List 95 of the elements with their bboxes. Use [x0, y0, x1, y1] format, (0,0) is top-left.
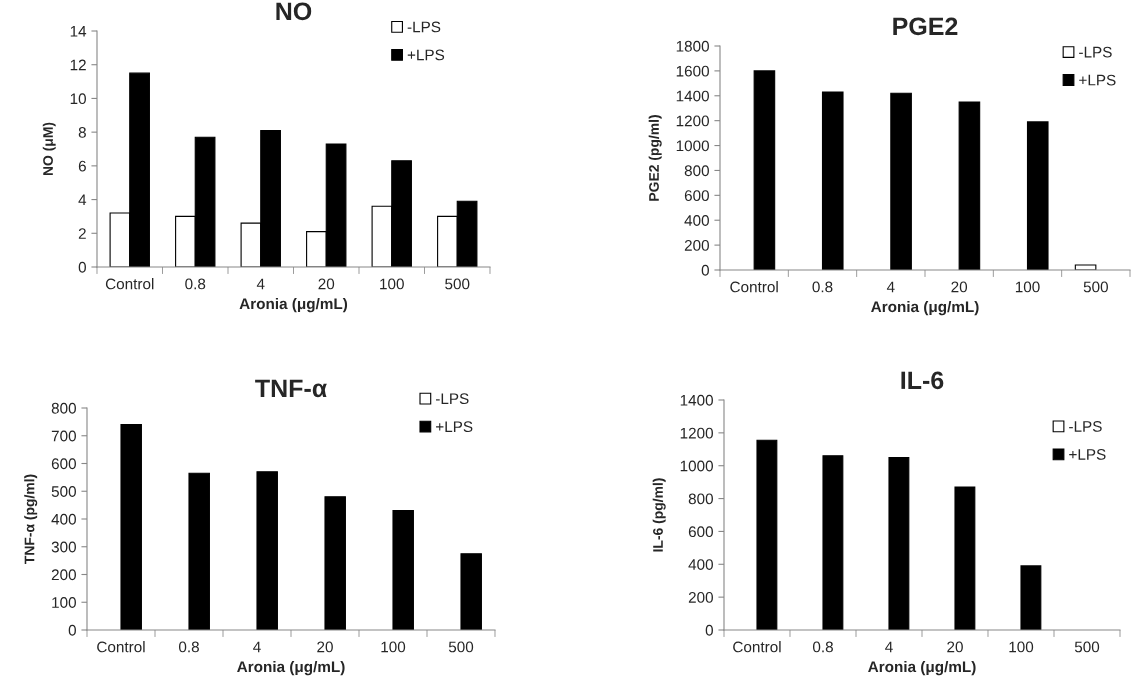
- chart-title: IL-6: [901, 371, 944, 390]
- y-axis-title: NO (μM): [42, 122, 56, 176]
- y-tick-label: 700: [51, 430, 76, 442]
- y-axis-title: IL-6 (pg/ml): [652, 478, 666, 552]
- y-axis-title: TNF-α (pg/ml): [24, 474, 38, 564]
- y-tick-label: 1200: [676, 115, 709, 127]
- bar: [460, 553, 482, 630]
- y-tick-label: 400: [688, 559, 713, 570]
- y-tick-label: 1400: [676, 90, 709, 102]
- bar: [888, 456, 910, 630]
- x-tick-label: 100: [380, 278, 404, 290]
- chart-title: PGE2: [893, 17, 958, 36]
- bar: [954, 486, 976, 630]
- y-tick-label: 200: [51, 569, 76, 581]
- y-tick-label: 800: [51, 402, 76, 414]
- x-tick-label: 100: [381, 641, 406, 653]
- x-tick-label: Control: [97, 641, 145, 653]
- y-tick-label: 300: [51, 541, 76, 553]
- x-axis-title: Aronia (μg/mL): [871, 300, 979, 316]
- y-tick-label: 1800: [676, 40, 709, 52]
- y-tick-label: 400: [684, 215, 709, 226]
- bar: [890, 92, 912, 270]
- legend-label: +LPS: [436, 421, 473, 433]
- y-tick-label: 1200: [680, 427, 713, 439]
- y-tick-label: 500: [51, 486, 76, 497]
- x-tick-label: 100: [1009, 641, 1034, 653]
- bar: [821, 91, 844, 270]
- bar: [822, 455, 844, 630]
- x-tick-label: 0.8: [178, 641, 199, 653]
- chart-title: TNF-α: [255, 379, 327, 398]
- x-tick-label: 100: [1015, 281, 1040, 293]
- y-tick-label: 600: [688, 526, 713, 538]
- x-axis-title: Aronia (μg/mL): [239, 297, 348, 313]
- x-tick-label: 0.8: [812, 641, 833, 653]
- legend-label: -LPS: [1079, 46, 1112, 58]
- x-tick-label: 4: [886, 281, 895, 293]
- y-tick-label: 4: [78, 194, 87, 206]
- y-tick-label: 800: [684, 165, 709, 177]
- legend-label: -LPS: [1069, 421, 1102, 432]
- bar: [392, 510, 414, 630]
- y-tick-label: 1600: [676, 65, 709, 77]
- x-axis-title: Aronia (μg/mL): [237, 660, 345, 676]
- y-tick-label: 1000: [676, 140, 709, 152]
- x-tick-label: 20: [947, 641, 963, 653]
- x-tick-label: Control: [733, 641, 781, 653]
- y-tick-label: 0: [705, 624, 713, 636]
- y-tick-label: 600: [684, 190, 709, 202]
- bar: [256, 471, 278, 630]
- legend-label: +LPS: [1079, 74, 1116, 86]
- y-tick-label: 600: [51, 458, 76, 470]
- bar: [1020, 565, 1042, 630]
- y-tick-label: 10: [70, 93, 86, 105]
- bar: [958, 101, 981, 270]
- x-tick-label: 0.8: [812, 281, 833, 293]
- legend-label: +LPS: [407, 49, 445, 61]
- bar: [120, 424, 142, 630]
- bar: [324, 496, 346, 630]
- y-tick-label: 14: [70, 26, 87, 37]
- y-tick-label: 200: [688, 592, 713, 603]
- y-tick-label: 400: [51, 513, 76, 525]
- bar: [756, 439, 778, 630]
- y-tick-label: 8: [78, 127, 86, 138]
- x-tick-label: 20: [317, 641, 333, 653]
- y-tick-label: 0: [68, 624, 76, 636]
- x-tick-label: 20: [318, 278, 335, 290]
- bar: [753, 70, 776, 270]
- x-tick-label: 500: [445, 278, 470, 290]
- x-tick-label: 4: [253, 641, 261, 653]
- legend-label: -LPS: [435, 393, 469, 405]
- y-tick-label: 1000: [680, 460, 713, 472]
- x-tick-label: 4: [885, 641, 893, 653]
- legend-label: +LPS: [1069, 449, 1106, 460]
- x-tick-label: 500: [1083, 281, 1108, 293]
- x-axis-title: Aronia (μg/mL): [868, 660, 976, 676]
- y-tick-label: 800: [688, 493, 713, 505]
- x-tick-label: Control: [730, 281, 778, 293]
- x-tick-label: 20: [951, 281, 968, 293]
- x-tick-label: 0.8: [185, 278, 206, 290]
- y-tick-label: 2: [78, 228, 86, 239]
- x-tick-label: 500: [1074, 641, 1100, 653]
- x-tick-label: Control: [105, 278, 154, 290]
- y-tick-label: 1400: [680, 394, 713, 406]
- y-axis-title: PGE2 (pg/ml): [648, 115, 662, 201]
- chart-title: NO: [276, 2, 312, 21]
- y-tick-label: 0: [701, 264, 709, 276]
- y-tick-label: 0: [78, 261, 86, 273]
- x-tick-label: 4: [256, 278, 265, 290]
- legend-label: -LPS: [407, 21, 441, 33]
- y-tick-label: 6: [78, 160, 86, 172]
- y-tick-label: 200: [684, 239, 709, 251]
- y-tick-label: 100: [52, 597, 76, 608]
- x-tick-label: 500: [448, 641, 474, 653]
- bar: [188, 472, 210, 630]
- bar: [1026, 121, 1049, 270]
- y-tick-label: 12: [70, 59, 86, 71]
